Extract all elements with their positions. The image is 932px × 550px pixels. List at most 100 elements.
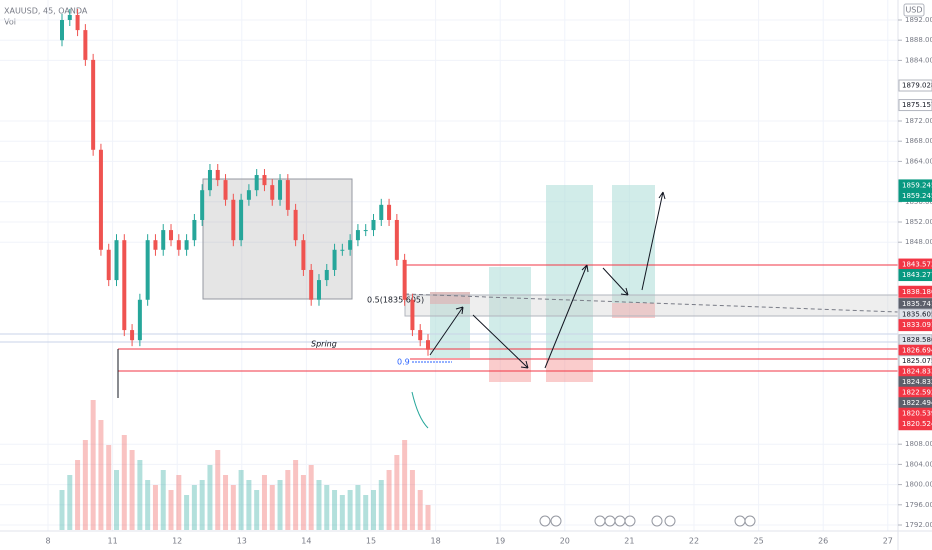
candles xyxy=(59,8,431,530)
time-label: 15 xyxy=(366,537,376,546)
candle xyxy=(301,240,306,270)
long-target-2[interactable] xyxy=(546,185,593,360)
volume-bar xyxy=(152,485,158,530)
candle xyxy=(285,180,290,210)
candle xyxy=(91,59,96,150)
candle xyxy=(270,185,275,200)
symbol-label: XAUUSD, 45, OANDA xyxy=(4,7,88,16)
price-tag-label: 1875.157 xyxy=(902,101,932,109)
price-tick-label: 1888.000 xyxy=(905,36,932,44)
price-tag xyxy=(898,319,932,332)
volume-bar xyxy=(370,490,376,530)
price-tag-label: 1824.832 xyxy=(902,378,932,386)
candle xyxy=(130,330,135,341)
volume-bar xyxy=(293,460,299,530)
price-tag-label: 1843.573 xyxy=(902,261,932,269)
currency-box[interactable] xyxy=(903,3,925,17)
price-tick-label: 1848.000 xyxy=(905,238,932,246)
price-tag xyxy=(898,418,932,431)
price-tag-label: 1879.028 xyxy=(902,82,932,90)
candle xyxy=(246,190,251,200)
annotation: 0.5(1835.605) xyxy=(367,296,424,305)
time-label: 22 xyxy=(689,537,699,546)
candle xyxy=(215,169,220,181)
trend-line[interactable] xyxy=(404,293,899,313)
currency-label[interactable]: USD xyxy=(905,6,922,15)
volume-bar xyxy=(277,480,283,530)
volume-bar xyxy=(191,485,197,530)
volume-bar xyxy=(90,400,96,530)
short-target[interactable] xyxy=(489,267,531,360)
arrows[interactable] xyxy=(429,191,666,369)
time-label: 12 xyxy=(172,537,182,546)
candle xyxy=(184,240,189,250)
price-tag-label: 1824.833 xyxy=(902,368,932,376)
candle xyxy=(254,175,259,191)
volume-bar xyxy=(300,475,306,530)
volume-bar xyxy=(417,490,423,530)
candle xyxy=(75,14,80,31)
volume-bar xyxy=(386,470,392,530)
candle xyxy=(363,230,368,232)
price-tick-label: 1800.000 xyxy=(905,481,932,489)
candle xyxy=(340,249,345,251)
volume-bar xyxy=(215,450,221,530)
candle xyxy=(426,340,430,350)
price-tag-label: 1826.694 xyxy=(902,347,932,355)
volume-bar xyxy=(394,455,400,530)
candle xyxy=(161,230,166,250)
time-label: 14 xyxy=(301,537,311,546)
candle xyxy=(169,230,174,241)
candle xyxy=(262,175,267,186)
candle xyxy=(379,204,384,220)
candle xyxy=(122,240,127,331)
candle xyxy=(106,249,111,281)
price-tag-label: 1820.524 xyxy=(902,420,932,428)
candle xyxy=(402,259,407,300)
volume-bar xyxy=(121,435,127,530)
candle xyxy=(153,240,158,250)
candle xyxy=(145,240,150,300)
volume-bar xyxy=(67,475,73,530)
volume-bar xyxy=(75,460,81,530)
price-tick-label: 1804.000 xyxy=(905,460,932,468)
candle xyxy=(332,249,337,270)
price-tick-label: 1796.000 xyxy=(905,501,932,509)
time-label: 18 xyxy=(431,537,441,546)
time-label: 27 xyxy=(883,537,893,546)
event-icons[interactable] xyxy=(539,515,756,527)
volume-bar xyxy=(261,475,267,530)
candle xyxy=(176,240,181,250)
price-tag xyxy=(898,285,932,298)
candle xyxy=(207,169,212,191)
candle xyxy=(223,180,228,200)
price-tick-label: 1792.000 xyxy=(905,521,932,529)
price-tag-label: 1825.075 xyxy=(902,357,932,365)
candle xyxy=(394,219,399,260)
volume-bar xyxy=(355,485,361,530)
candle xyxy=(239,199,244,241)
price-tick-label: 1808.000 xyxy=(905,440,932,448)
long-target[interactable] xyxy=(430,292,470,358)
price-tag-label: 1835.741 xyxy=(902,300,932,308)
zone[interactable] xyxy=(404,294,899,317)
volume-bar xyxy=(409,470,415,530)
curve[interactable] xyxy=(411,391,429,429)
long-target-3[interactable] xyxy=(612,185,655,303)
candle xyxy=(231,199,236,241)
volume-bar xyxy=(160,470,166,530)
volume-bar xyxy=(339,495,345,530)
volume-bar xyxy=(363,495,369,530)
volume-bar xyxy=(199,480,205,530)
volume-bar xyxy=(129,450,135,530)
price-tag xyxy=(898,269,932,282)
volume-bar xyxy=(347,490,353,530)
candle xyxy=(348,240,353,250)
volume-bar xyxy=(184,495,190,530)
volume-bar xyxy=(402,440,408,530)
price-tag-label: 1833.091 xyxy=(902,321,932,329)
long-stop-3[interactable] xyxy=(612,303,655,318)
candle xyxy=(324,269,329,281)
volume-bar xyxy=(332,490,338,530)
